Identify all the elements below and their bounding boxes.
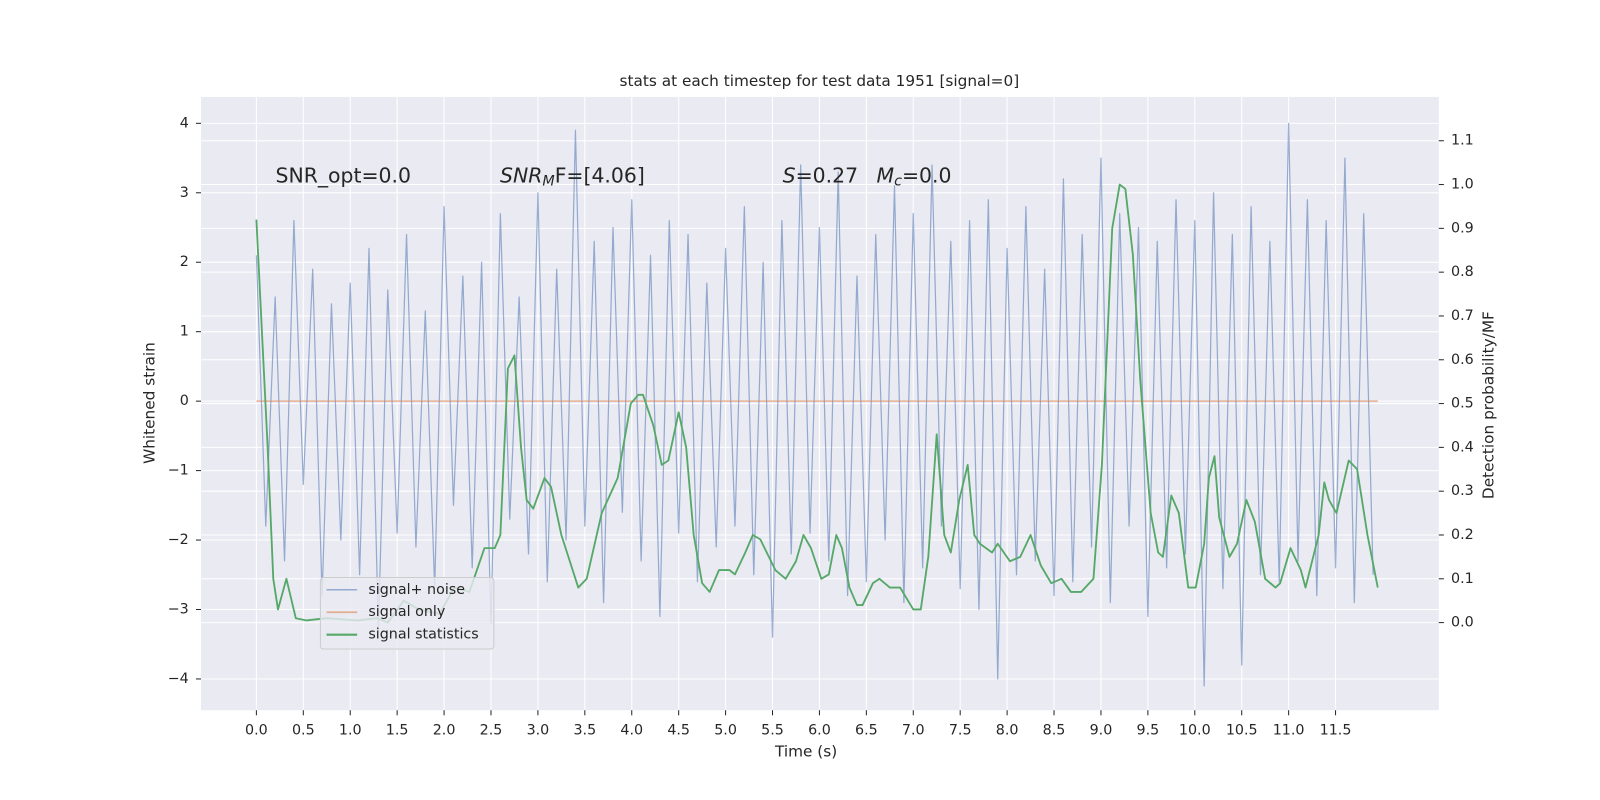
x-tick-label: 3.0 <box>527 723 550 739</box>
x-tick-label: 6.0 <box>808 723 831 739</box>
y2-tick-label: 0.3 <box>1451 483 1474 499</box>
x-tick-label: 0.5 <box>292 723 315 739</box>
y2-tick-label: 0.8 <box>1451 264 1474 280</box>
y2-tick-label: 0.7 <box>1451 308 1474 324</box>
x-tick-label: 2.5 <box>480 723 503 739</box>
x-tick-label: 9.5 <box>1137 723 1160 739</box>
x-tick-label: 4.5 <box>667 723 690 739</box>
annotation-subscript: c <box>894 174 902 190</box>
y2-tick-label: 0.2 <box>1451 527 1474 543</box>
x-tick-label: 10.5 <box>1226 723 1258 739</box>
y2-tick-label: 0.0 <box>1451 615 1474 631</box>
annotation: SNRMF=[4.06] <box>500 164 645 190</box>
x-tick-label: 11.5 <box>1320 723 1352 739</box>
x-tick-label: 2.0 <box>433 723 456 739</box>
y-tick-label: −1 <box>168 463 189 479</box>
annotation-text: =0.27 <box>796 164 859 188</box>
annotation: S=0.27 <box>783 164 858 188</box>
annotation-text: S <box>783 164 796 188</box>
y-tick-label: 0 <box>180 393 189 409</box>
x-tick-label: 1.0 <box>339 723 362 739</box>
x-tick-label: 11.0 <box>1273 723 1305 739</box>
legend-label: signal only <box>368 604 445 620</box>
series-line <box>255 122 1374 687</box>
annotation-subscript: M <box>542 174 554 190</box>
y-tick-label: −2 <box>168 532 189 548</box>
y2-axis-label: Detection probability/MF <box>1479 311 1497 499</box>
x-tick-label: 6.5 <box>855 723 878 739</box>
annotation: SNR_opt=0.0 <box>276 164 412 189</box>
x-tick-label: 7.0 <box>902 723 925 739</box>
annotation-text: SNR_opt=0.0 <box>276 164 412 189</box>
legend-box <box>319 577 495 650</box>
y2-tick-label: 0.9 <box>1451 220 1474 236</box>
annotation-text: F=[4.06] <box>555 164 645 188</box>
legend: signal+ noise signal only signal statistic… <box>319 577 495 650</box>
x-tick-label: 1.5 <box>386 723 409 739</box>
annotation-text: M <box>877 164 895 188</box>
x-tick-label: 9.0 <box>1090 723 1113 739</box>
y-tick-label: 1 <box>180 324 189 340</box>
y-axis-label: Whitened strain <box>141 342 159 464</box>
y2-tick-label: 1.1 <box>1451 133 1474 149</box>
legend-label: signal+ noise <box>368 582 465 598</box>
x-tick-label: 5.0 <box>714 723 737 739</box>
y-tick-label: −3 <box>168 601 189 617</box>
marks <box>255 122 1379 687</box>
x-tick-label: 8.0 <box>996 723 1019 739</box>
x-tick-label: 7.5 <box>949 723 972 739</box>
x-tick-label: 5.5 <box>761 723 784 739</box>
x-tick-label: 3.5 <box>573 723 596 739</box>
y2-tick-label: 0.1 <box>1451 571 1474 587</box>
annotation: Mc=0.0 <box>877 164 952 190</box>
y-tick-label: 3 <box>180 185 189 201</box>
y2-tick-label: 0.5 <box>1451 396 1474 412</box>
series-line <box>255 183 1379 624</box>
y2-tick-label: 1.0 <box>1451 177 1474 193</box>
y-tick-label: −4 <box>168 671 189 687</box>
x-tick-label: 4.0 <box>620 723 643 739</box>
annotation-text: SNR <box>500 164 542 188</box>
y-tick-label: 2 <box>180 254 189 270</box>
legend-label: signal statistics <box>368 627 478 643</box>
x-tick-label: 0.0 <box>245 723 268 739</box>
y2-tick-label: 0.6 <box>1451 352 1474 368</box>
y-tick-label: 4 <box>180 115 189 131</box>
annotation-text: =0.0 <box>902 164 952 188</box>
y2-tick-label: 0.4 <box>1451 439 1474 455</box>
chart-title: stats at each timestep for test data 195… <box>620 72 1020 90</box>
x-tick-label: 10.0 <box>1179 723 1211 739</box>
x-tick-label: 8.5 <box>1043 723 1066 739</box>
x-axis-label: Time (s) <box>774 743 837 761</box>
